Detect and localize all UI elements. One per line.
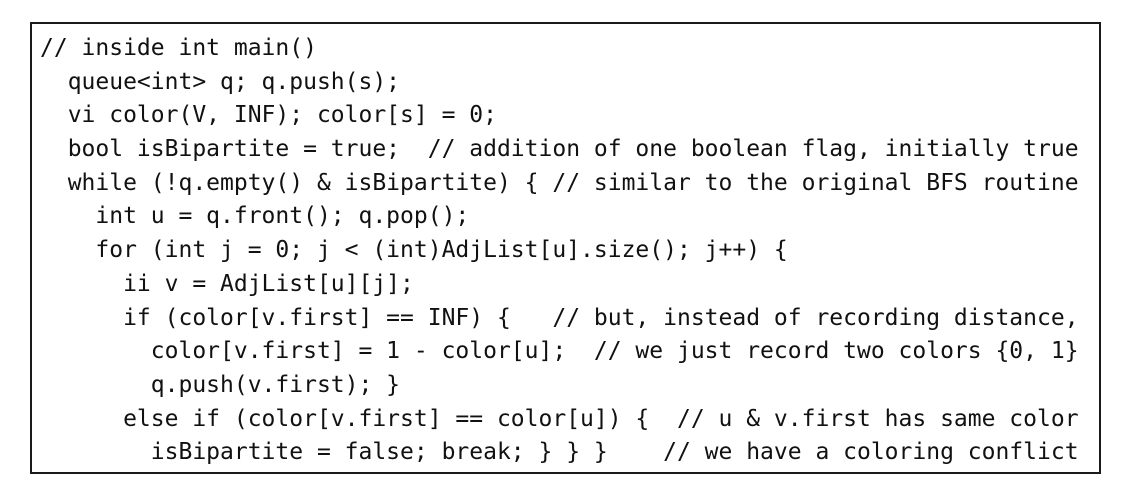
code-line: if (color[v.first] == INF) { // but, ins… xyxy=(40,304,1079,331)
code-line: isBipartite = false; break; } } } // we … xyxy=(40,439,1079,466)
code-line: // inside int main() xyxy=(40,35,317,61)
code-line: int u = q.front(); q.pop(); xyxy=(40,203,470,230)
code-line: q.push(v.first); } xyxy=(40,371,401,398)
code-line: queue<int> q; q.push(s); xyxy=(40,68,401,95)
code-line: color[v.first] = 1 - color[u]; // we jus… xyxy=(40,338,1079,365)
code-line: for (int j = 0; j < (int)AdjList[u].size… xyxy=(40,237,788,264)
code-line: while (!q.empty() & isBipartite) { // si… xyxy=(40,169,1079,196)
code-line: else if (color[v.first] == color[u]) { /… xyxy=(40,405,1079,432)
code-listing: // inside int main() queue<int> q; q.pus… xyxy=(40,32,1095,470)
code-listing-box: // inside int main() queue<int> q; q.pus… xyxy=(30,22,1101,474)
code-line: ii v = AdjList[u][j]; xyxy=(40,270,414,297)
code-line: bool isBipartite = true; // addition of … xyxy=(40,136,1079,163)
code-line: vi color(V, INF); color[s] = 0; xyxy=(40,102,497,129)
